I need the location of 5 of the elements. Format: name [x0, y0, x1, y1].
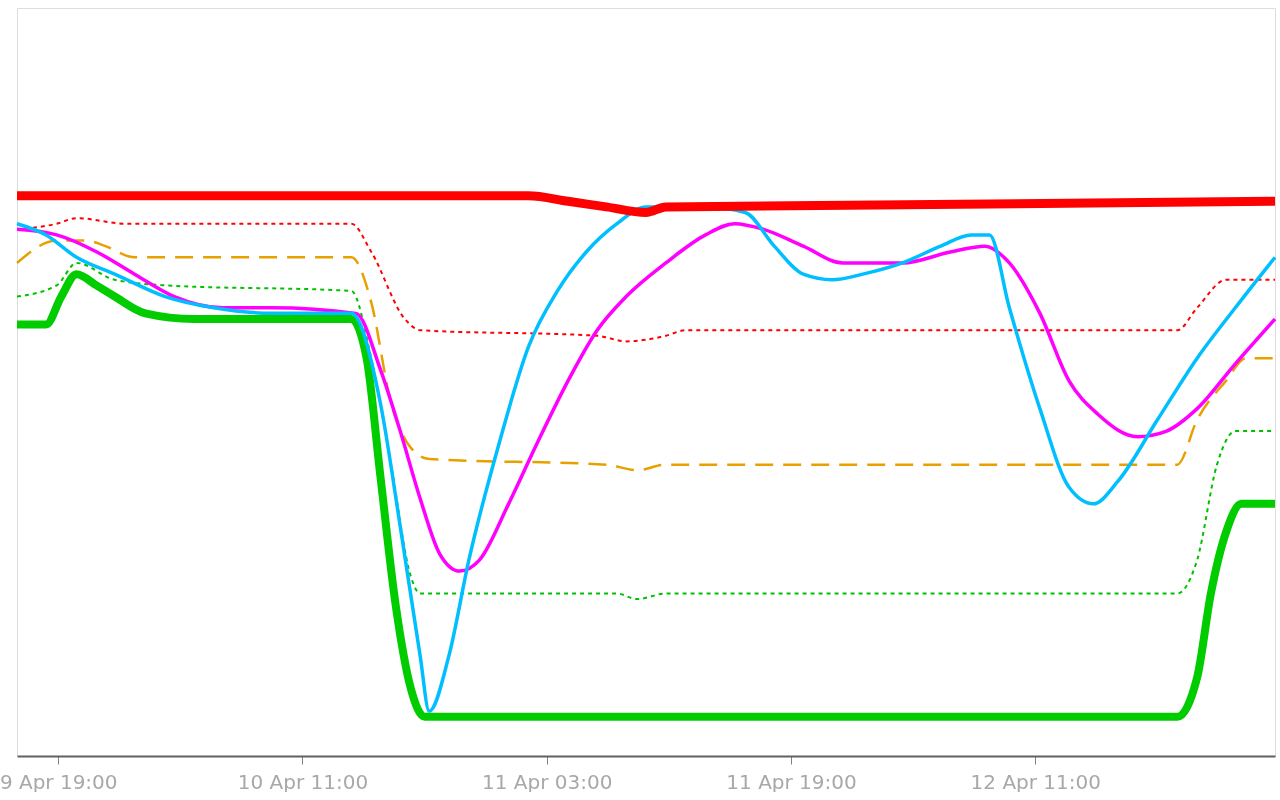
x-tick-label: 11 Apr 19:00: [726, 769, 857, 794]
x-tick-label: 10 Apr 11:00: [237, 769, 369, 794]
x-tick-label: 11 Apr 03:00: [482, 769, 613, 794]
x-tick-label: 9 Apr 19:00: [0, 769, 118, 794]
x-tick-label: 12 Apr 11:00: [970, 769, 1102, 794]
